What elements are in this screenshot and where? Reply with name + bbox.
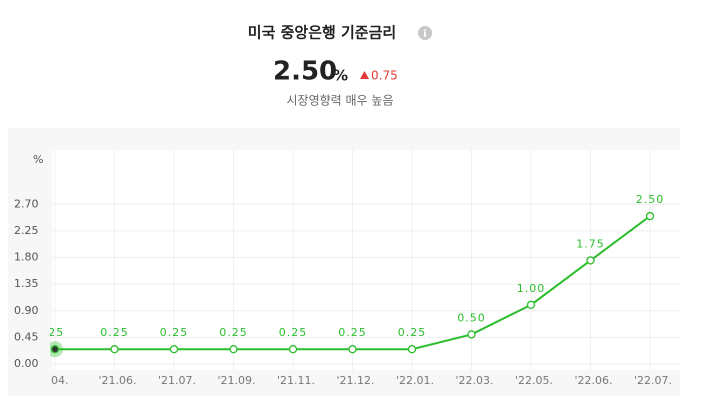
x-tick-label: '22.07. [634, 374, 672, 387]
headline-value: 2.50 [273, 57, 337, 87]
point [407, 345, 417, 354]
y-tick-label: 0.90 [14, 304, 39, 317]
x-tick-label: '22.03. [455, 374, 493, 387]
y-unit: % [33, 153, 43, 166]
value-label: 0.50 [457, 311, 486, 324]
value-label: 0.25 [398, 326, 427, 339]
y-tick-label: 2.25 [14, 224, 39, 237]
value-label: 0.25 [219, 326, 248, 339]
point [586, 256, 595, 265]
y-tick-label: 0.00 [14, 357, 39, 370]
point [288, 345, 298, 354]
plot-area [52, 150, 680, 370]
y-tick-label: 2.70 [14, 197, 39, 210]
value-label: 1.75 [576, 237, 605, 250]
up-arrow [360, 71, 369, 79]
value-label: 0.25 [36, 326, 65, 339]
point [526, 300, 536, 309]
value-label: 0.25 [160, 326, 189, 339]
point [169, 345, 179, 354]
point [348, 345, 357, 354]
title: 미국 중앙은행 기준금리 [248, 24, 396, 42]
x-tick-label: '21.09. [217, 374, 255, 387]
point [50, 345, 60, 354]
change: 0.75 [371, 69, 398, 83]
x-tick-label: '21.06. [98, 374, 136, 387]
x-tick-label: '22.01. [396, 374, 434, 387]
value-label: 0.25 [279, 326, 308, 339]
x-tick-label: '21.07. [158, 374, 196, 387]
point [467, 330, 476, 339]
point [110, 345, 119, 354]
x-tick-label: '21.11. [277, 374, 315, 387]
x-tick-label: '22.05. [515, 374, 553, 387]
svg-text:i: i [423, 29, 426, 40]
info-icon[interactable]: i [418, 26, 432, 40]
value-label: 0.25 [338, 326, 367, 339]
y-tick-label: 1.35 [14, 277, 39, 290]
value-label: 0.25 [100, 326, 129, 339]
x-tick-label: .04. [48, 374, 69, 387]
x-tick-label: '22.06. [574, 374, 612, 387]
value-label: 1.00 [517, 282, 546, 295]
point [645, 211, 655, 221]
point [229, 345, 238, 354]
headline-unit: % [333, 67, 348, 85]
x-tick-label: '21.12. [336, 374, 374, 387]
y-tick-label: 0.45 [14, 330, 39, 343]
subtitle: 시장영향력 매우 높음 [287, 94, 394, 108]
value-label: 2.50 [636, 193, 665, 206]
y-tick-label: 1.80 [14, 251, 39, 264]
